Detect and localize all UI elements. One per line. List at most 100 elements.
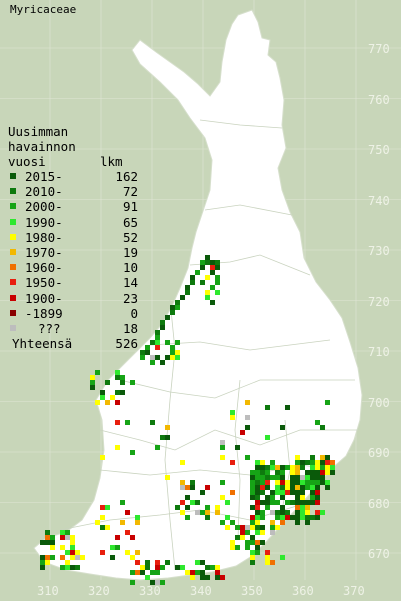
observation-square [260,500,265,505]
legend-count: 91 [122,199,138,215]
observation-square [245,425,250,430]
observation-square [180,485,185,490]
observation-square [40,540,45,545]
observation-square [295,500,300,505]
observation-square [50,545,55,550]
observation-square [175,350,180,355]
observation-square [295,460,300,465]
observation-square [185,485,190,490]
observation-square [155,340,160,345]
observation-square [160,580,165,585]
legend-count: 52 [122,229,138,245]
observation-square [250,475,255,480]
y-tick-label: 670 [368,547,390,561]
observation-square [45,540,50,545]
observation-square [70,540,75,545]
observation-square [300,465,305,470]
observation-square [190,575,195,580]
observation-square [125,510,130,515]
observation-square [80,555,85,560]
observation-square [295,510,300,515]
observation-square [195,510,200,515]
observation-square [95,370,100,375]
observation-square [250,485,255,490]
observation-square [140,350,145,355]
observation-square [245,530,250,535]
observation-square [185,495,190,500]
observation-square [200,280,205,285]
observation-square [90,375,95,380]
observation-square [220,440,225,445]
legend-item: ??? 18 [8,321,138,336]
observation-square [170,310,175,315]
legend-period-label: 1980- [25,229,63,245]
observation-square [280,555,285,560]
observation-square [180,480,185,485]
legend-count: 23 [122,290,138,306]
observation-square [330,465,335,470]
observation-square [290,480,295,485]
observation-square [145,575,150,580]
observation-square [205,290,210,295]
observation-square [280,475,285,480]
y-tick-label: 750 [368,143,390,157]
observation-square [245,540,250,545]
observation-square [270,490,275,495]
x-tick-label: 350 [241,584,263,598]
observation-square [60,530,65,535]
legend-item: 1990- 65 [8,215,138,230]
observation-square [300,505,305,510]
observation-square [160,320,165,325]
observation-square [200,575,205,580]
observation-square [235,525,240,530]
legend-item: -1899 0 [8,306,138,321]
observation-square [245,400,250,405]
observation-square [310,470,315,475]
observation-square [280,485,285,490]
observation-square [305,480,310,485]
y-tick-label: 730 [368,244,390,258]
observation-square [275,485,280,490]
observation-square [145,350,150,355]
observation-square [110,395,115,400]
observation-square [295,485,300,490]
observation-square [255,525,260,530]
observation-square [315,490,320,495]
observation-square [65,565,70,570]
observation-square [305,470,310,475]
observation-square [260,485,265,490]
observation-square [215,510,220,515]
legend-swatch [10,173,16,179]
observation-square [315,495,320,500]
observation-square [155,570,160,575]
observation-square [190,280,195,285]
observation-square [100,390,105,395]
observation-square [300,515,305,520]
observation-square [45,530,50,535]
observation-square [240,535,245,540]
observation-square [205,575,210,580]
observation-square [215,265,220,270]
observation-square [200,570,205,575]
observation-square [185,505,190,510]
observation-square [75,555,80,560]
observation-square [255,460,260,465]
observation-square [290,490,295,495]
legend-period-label: 2015- [25,169,63,184]
observation-square [265,465,270,470]
observation-square [275,470,280,475]
observation-square [220,455,225,460]
observation-square [255,500,260,505]
legend-swatch [10,248,16,255]
observation-square [135,570,140,575]
observation-square [100,455,105,460]
observation-square [115,420,120,425]
observation-square [210,265,215,270]
observation-square [250,535,255,540]
observation-square [65,530,70,535]
observation-square [215,275,220,280]
observation-square [115,390,120,395]
observation-square [215,260,220,265]
observation-square [250,495,255,500]
